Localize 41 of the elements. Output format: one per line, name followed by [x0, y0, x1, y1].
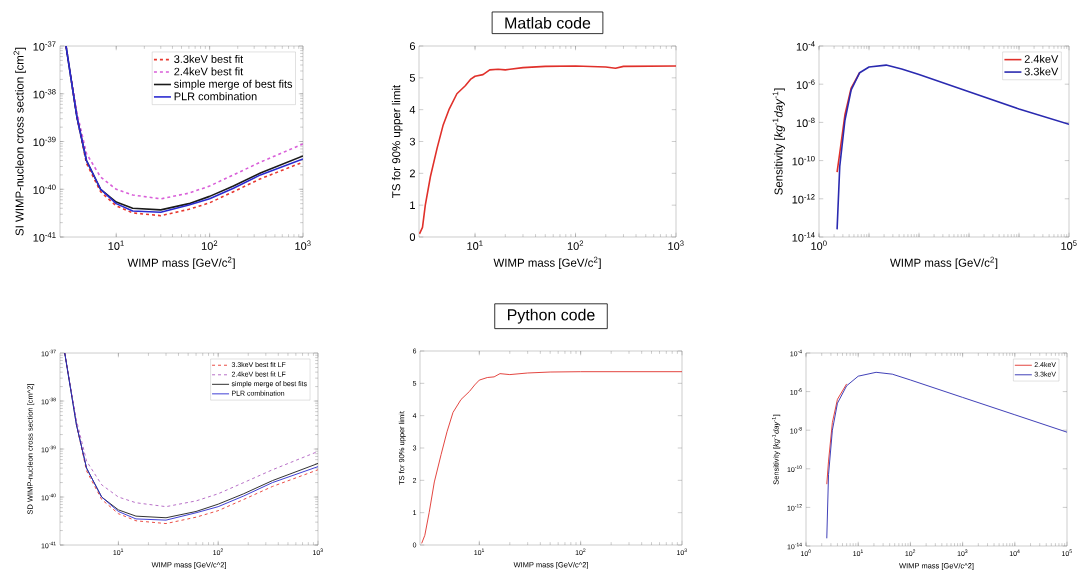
y-tick-label: 10$^{-41}$: [33, 232, 56, 242]
legend-label: 3.3keV: [1024, 67, 1059, 76]
x-tick-label: 10$^{3}$: [295, 240, 311, 250]
x-axis-title: WIMP mass [GeV/c$^{2}$]: [127, 256, 235, 270]
y-tick-label: 1: [410, 201, 415, 209]
y-tick-label: 10$^{-37}$: [33, 41, 56, 51]
x-axis-title: WIMP mass [GeV/c$^{2}$]: [493, 256, 601, 270]
x-tick-label: 10$^{1}$: [108, 240, 124, 250]
y-tick-label: 10$^{-38}$: [33, 89, 56, 99]
legend-label: 2.4keV: [1024, 54, 1059, 63]
y-tick-label: 10$^{-14}$: [792, 232, 815, 242]
x-tick-label: 10$^{0}$: [811, 240, 827, 250]
x-tick-label: 10$^{3}$: [668, 240, 684, 250]
y-tick-label: 6: [409, 42, 415, 50]
line-series: [826, 383, 848, 485]
y-tick-label: 4: [409, 105, 416, 114]
y-tick-label: 10$^{-8}$: [796, 117, 815, 128]
y-tick-label: 0: [409, 233, 416, 241]
x-tick-label: 10$^{5}$: [1061, 240, 1077, 250]
y-tick-label: 3: [409, 137, 415, 146]
y-tick-label: 2: [409, 169, 415, 178]
x-tick-label: 10$^{2}$: [201, 240, 218, 250]
y-tick-label: 10$^{-39}$: [33, 136, 56, 147]
legend-label: 2.4keV best fit: [174, 67, 244, 76]
chart-title: Matlab code: [505, 16, 591, 29]
legend-label: 3.3keV best fit: [174, 54, 244, 63]
x-tick-label: 10$^{1}$: [467, 240, 483, 250]
y-axis-title: Sensitivity [kg$^{-1}$day$^{-1}$]: [772, 88, 785, 195]
y-tick-label: 10$^{-4}$: [796, 41, 815, 51]
chart-title: Python code: [508, 308, 595, 324]
y-tick-label: 5: [409, 74, 416, 82]
y-tick-label: 10$^{-10}$: [792, 155, 815, 166]
y-tick-label: 10$^{-6}$: [796, 79, 815, 89]
y-axis-title: SI WIMP-nucleon cross section [cm$^{2}$]: [13, 47, 26, 236]
x-axis-title: WIMP mass [GeV/c$^{2}$]: [890, 256, 998, 270]
y-tick-label: 10$^{-40}$: [33, 184, 56, 194]
y-tick-label: 10$^{-12}$: [792, 194, 815, 204]
x-tick-label: 10$^{2}$: [567, 240, 584, 250]
legend-label: PLR combination: [174, 92, 257, 101]
y-axis-title: TS for 90% upper limit: [391, 84, 403, 198]
legend-label: simple merge of best fits: [174, 79, 293, 90]
